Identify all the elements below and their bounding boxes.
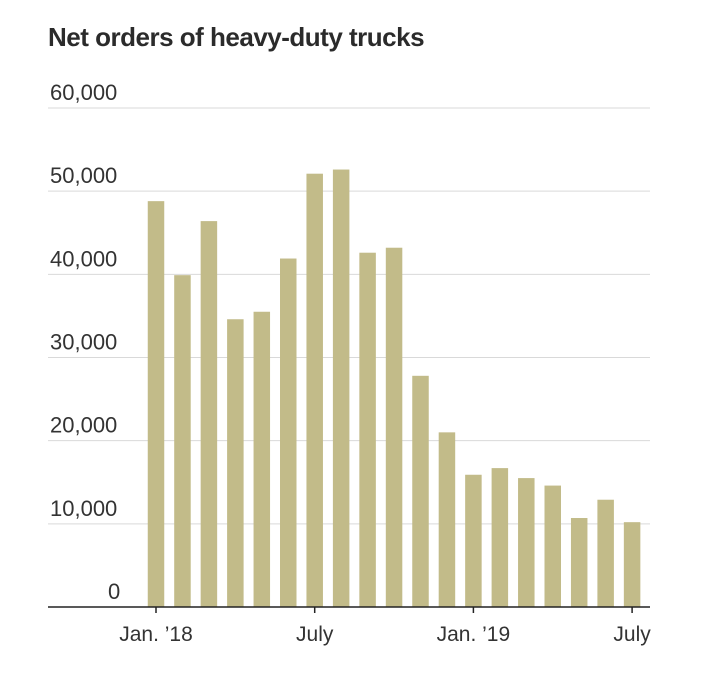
axis-labels: 0 10,000 20,000 30,000 40,000 50,000 60,000 Jan…: [50, 80, 651, 646]
bar: [544, 485, 561, 607]
bar: [597, 499, 614, 607]
bar: [200, 221, 218, 608]
y-tick-label: 60,000: [50, 80, 117, 105]
y-tick-label: 0: [108, 579, 120, 604]
x-tick-label: July: [296, 623, 334, 646]
x-tick-label: Jan. ’18: [119, 623, 193, 646]
bar: [332, 169, 350, 608]
bar: [491, 468, 509, 607]
y-tick-label: 20,000: [50, 413, 117, 438]
x-tick-label: July: [613, 623, 651, 646]
bar: [465, 474, 482, 607]
bar: [253, 311, 271, 607]
y-tick-label: 10,000: [50, 496, 117, 521]
bar: [280, 258, 297, 607]
bar: [623, 522, 641, 607]
bar: [147, 201, 165, 607]
bar: [359, 252, 376, 607]
bar: [438, 432, 456, 607]
bars: [147, 169, 641, 608]
y-tick-label: 40,000: [50, 246, 117, 271]
x-axis: [48, 606, 650, 613]
bar: [412, 375, 429, 607]
x-tick-label: Jan. ’19: [437, 623, 511, 646]
bar: [306, 173, 323, 607]
y-tick-label: 50,000: [50, 163, 117, 188]
bar: [174, 275, 191, 607]
bar: [385, 247, 403, 607]
y-tick-label: 30,000: [50, 330, 117, 355]
bar: [227, 319, 244, 607]
bar: [518, 478, 535, 607]
bar: [570, 518, 588, 607]
chart-title: Net orders of heavy-duty trucks: [48, 22, 425, 52]
